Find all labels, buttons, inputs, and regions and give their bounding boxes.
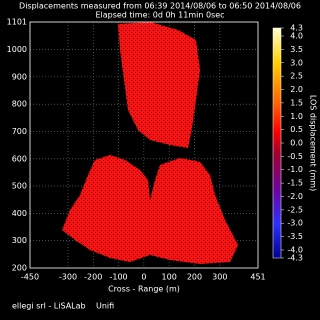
x-tick-label: 0	[141, 273, 146, 282]
colorbar-tick-label: -1.0	[287, 165, 303, 174]
colorbar-tick-label: -2.0	[287, 192, 303, 201]
y-tick-label: 1000	[7, 45, 27, 54]
footer: ellegi srl - LiSALab	[12, 302, 86, 311]
colorbar-tick-label: 0.0	[290, 139, 303, 148]
x-tick-label: 100	[162, 273, 177, 282]
x-tick-label: -450	[21, 273, 39, 282]
chart-title: Displacements measured from 06:39 2014/0…	[19, 2, 301, 11]
point-cloud	[62, 22, 238, 264]
colorbar	[272, 27, 282, 259]
y-tick-label: 1101	[7, 18, 27, 27]
chart-subtitle: Elapsed time: 0d 0h 11min 0sec	[95, 11, 224, 20]
colorbar-tick-label: -4.3	[287, 254, 303, 263]
x-tick-label: 200	[187, 273, 202, 282]
y-tick-label: 400	[12, 209, 27, 218]
colorbar-tick-label: 0.5	[290, 125, 303, 134]
x-tick-label: -100	[109, 273, 127, 282]
y-tick-label: 300	[12, 236, 27, 245]
colorbar-tick-label: 3.0	[290, 58, 303, 67]
colorbar-label: LOS displacement (mm)	[309, 95, 318, 191]
x-axis-label: Cross - Range (m)	[108, 285, 180, 294]
x-tick-label: -200	[84, 273, 102, 282]
footer: Unifi	[96, 302, 114, 311]
colorbar-tick-label: -2.5	[287, 205, 303, 214]
y-tick-label: 900	[12, 72, 27, 81]
colorbar-tick-label: 4.3	[290, 24, 303, 33]
plot-frame	[29, 21, 259, 269]
x-tick-label: -300	[59, 273, 77, 282]
y-tick-label: 700	[12, 127, 27, 136]
colorbar-tick-label: 2.0	[290, 85, 303, 94]
y-tick-label: 200	[12, 264, 27, 273]
x-tick-label: 300	[212, 273, 227, 282]
y-tick-label: 800	[12, 100, 27, 109]
colorbar-tick-label: 2.5	[290, 72, 303, 81]
colorbar-tick-label: 1.0	[290, 112, 303, 121]
y-tick-label: 500	[12, 182, 27, 191]
colorbar-tick-label: 1.5	[290, 98, 303, 107]
colorbar-tick-label: -3.5	[287, 232, 303, 241]
x-tick-label: 451	[250, 273, 265, 282]
y-tick-label: 600	[12, 154, 27, 163]
colorbar-tick-label: 3.5	[290, 45, 303, 54]
colorbar-tick-label: -1.5	[287, 179, 303, 188]
colorbar-tick-label: -4.0	[287, 245, 303, 254]
colorbar-tick-label: -0.5	[287, 152, 303, 161]
colorbar-tick-label: -3.0	[287, 219, 303, 228]
colorbar-tick-label: 4.0	[290, 32, 303, 41]
